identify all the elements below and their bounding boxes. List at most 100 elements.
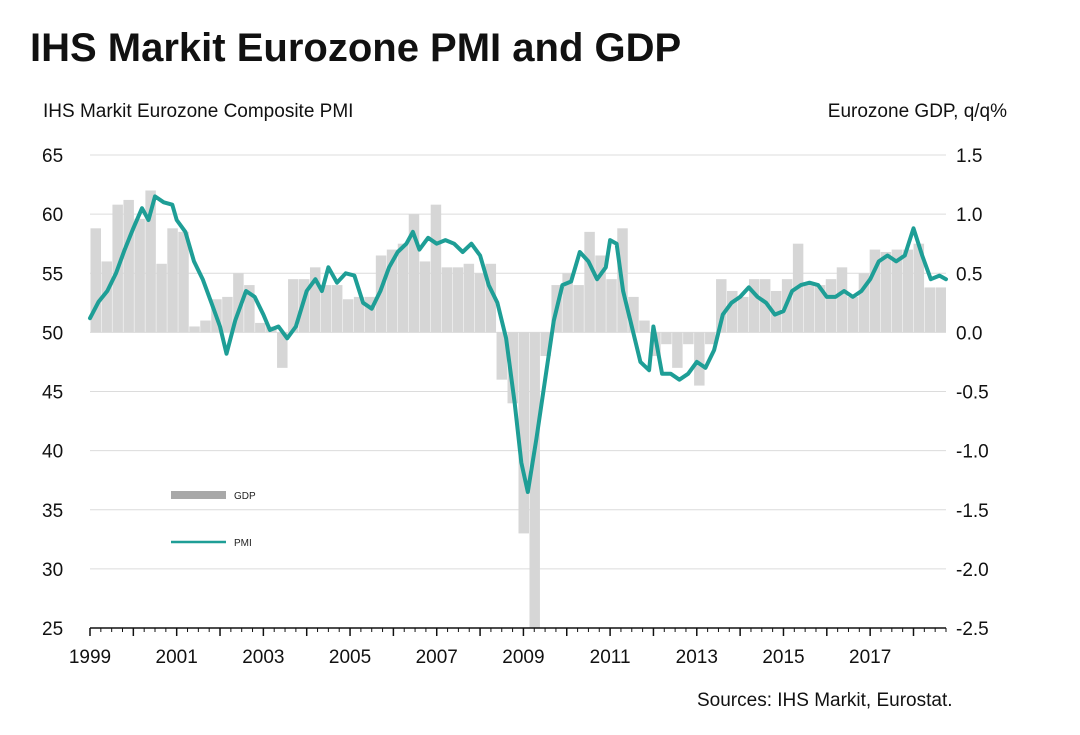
gdp-bar [364,296,376,333]
gdp-bar [683,332,694,345]
pmi-line-group [88,194,948,494]
gdp-bar [606,279,617,333]
axes: 65 1.5 60 1.0 55 0.5 50 0.0 45 -0.5 40 -1.0 35 -1.5 30… [42,146,989,668]
gdp-bar [639,320,650,333]
gdp-bar [178,231,189,333]
gdp-bar [485,263,497,333]
gdp-bar [705,332,716,345]
gdp-bar [331,285,343,333]
right-tick-label: -1.0 [956,442,989,463]
gdp-bar [145,190,156,333]
legend-gdp-label: GDP [234,491,256,502]
gdp-bar [825,279,837,333]
gdp-bar [540,332,551,357]
gdp-bar [891,249,903,333]
gdp-bar [759,279,771,333]
gdp-bar [727,290,738,333]
x-tick-label: 2007 [416,647,458,668]
x-tick-label: 2013 [676,647,718,668]
gdp-bar [496,332,508,380]
gdp-bar [430,204,442,333]
gdp-bar [562,273,573,333]
right-tick-label: 0.5 [956,264,982,285]
right-tick-label: -0.5 [956,383,989,404]
gdp-bar [288,279,299,333]
gdp-bars [90,190,946,628]
gdp-bar [913,243,925,333]
left-tick-label: 65 [42,146,63,167]
gdp-bar [463,263,475,333]
gdp-bar [737,296,749,333]
gdp-bar [529,332,540,628]
left-tick-label: 35 [42,501,63,522]
gdp-bar [748,279,760,333]
gdp-bar [342,299,354,333]
right-tick-label: -2.0 [956,560,989,581]
gdp-bar [222,296,233,333]
gdp-bar [814,285,826,333]
gdp-bar [661,332,672,345]
gdp-bar [474,273,486,333]
left-tick-label: 55 [42,264,63,285]
gdp-bar [277,332,288,368]
left-tick-label: 40 [42,442,63,463]
gdp-bar [803,285,815,333]
gdp-bar [419,261,431,333]
gdp-bar [902,249,914,333]
x-tick-label: 2001 [156,647,198,668]
gdp-bar [672,332,683,368]
gdp-bar [353,296,365,333]
gdp-bar [518,332,529,534]
gdp-bar [573,285,584,333]
gdp-bar [507,332,518,404]
gdp-bar [935,287,946,333]
gdp-bar [836,267,848,333]
right-tick-label: -2.5 [956,619,989,640]
gdp-bar [716,279,727,333]
chart-title: IHS Markit Eurozone PMI and GDP [30,26,682,70]
left-axis-label: IHS Markit Eurozone Composite PMI [43,101,354,122]
x-tick-label: 1999 [69,647,111,668]
gdp-bar [924,287,936,333]
left-tick-label: 60 [42,205,63,226]
source-note: Sources: IHS Markit, Eurostat. [697,690,953,711]
gdp-bar [628,296,639,333]
left-tick-label: 45 [42,383,63,404]
gdp-bar [156,263,167,333]
gdp-bar [595,255,606,333]
gdp-bar [101,261,112,333]
x-tick-label: 2009 [502,647,544,668]
legend-pmi-label: PMI [234,538,252,549]
x-tick-label: 2011 [590,647,631,668]
x-tick-label: 2003 [242,647,284,668]
gdp-bar [189,326,200,333]
gdp-bar [770,290,782,333]
gdp-bar [167,228,178,333]
right-tick-label: 0.0 [956,323,982,344]
gdp-bar [397,243,409,333]
x-tick-label: 2017 [849,647,891,668]
gdp-bar [694,332,705,386]
legend-gdp-swatch [171,491,226,499]
gdp-bar [452,267,464,333]
gdp-bar [134,218,145,333]
legend: GDP PMI [171,491,256,549]
gdp-bar [880,251,892,333]
left-tick-label: 30 [42,560,63,581]
gdp-bar [244,285,255,333]
gdp-bar [309,267,321,333]
gdp-bar [869,249,881,333]
right-axis-label: Eurozone GDP, q/q% [827,101,1007,122]
gdp-bar [123,199,134,333]
pmi-line [88,194,948,494]
right-tick-label: 1.0 [956,205,982,226]
gdp-bar [584,231,595,333]
gdp-bar [200,320,211,333]
x-tick-label: 2005 [329,647,371,668]
gdp-bar [90,228,101,333]
x-tick-label: 2015 [762,647,804,668]
gdp-bar [255,322,266,333]
gdp-bar [408,214,420,333]
right-tick-label: 1.5 [956,146,982,167]
